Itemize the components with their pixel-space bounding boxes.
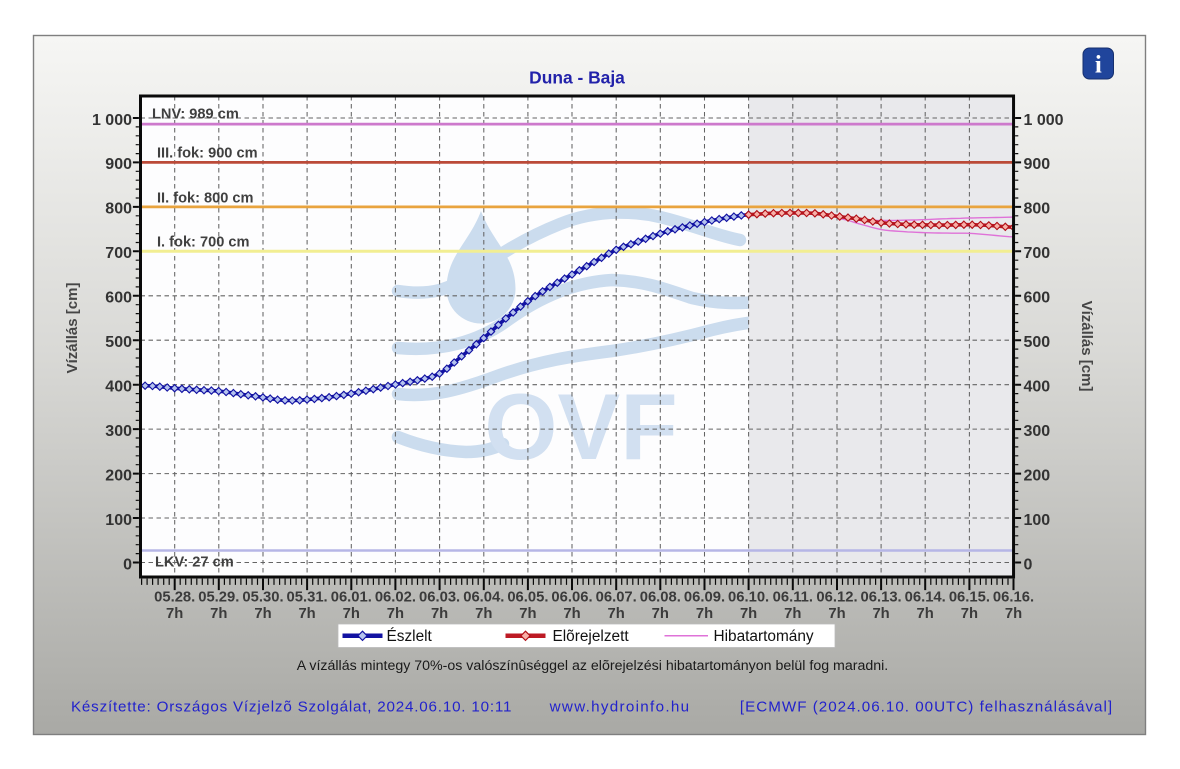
svg-text:7h: 7h <box>1005 606 1022 622</box>
svg-text:200: 200 <box>1024 467 1051 484</box>
svg-text:06.12.: 06.12. <box>816 590 857 606</box>
svg-text:7h: 7h <box>298 606 315 622</box>
svg-text:7h: 7h <box>431 606 448 622</box>
svg-text:Elõrejelzett: Elõrejelzett <box>553 628 630 645</box>
svg-text:800: 800 <box>105 201 132 218</box>
svg-text:1 000: 1 000 <box>1024 112 1064 129</box>
svg-text:700: 700 <box>1024 245 1051 262</box>
svg-text:06.14.: 06.14. <box>905 590 946 606</box>
svg-text:7h: 7h <box>166 606 183 622</box>
svg-text:300: 300 <box>105 423 132 440</box>
svg-text:7h: 7h <box>784 606 801 622</box>
svg-text:7h: 7h <box>652 606 669 622</box>
svg-text:7h: 7h <box>254 606 271 622</box>
svg-text:7h: 7h <box>563 606 580 622</box>
svg-text:Duna - Baja: Duna - Baja <box>529 68 625 88</box>
svg-text:100: 100 <box>105 512 132 529</box>
svg-text:06.11.: 06.11. <box>773 590 813 606</box>
svg-text:06.03.: 06.03. <box>419 590 460 606</box>
svg-text:500: 500 <box>105 334 132 351</box>
svg-text:05.30.: 05.30. <box>242 590 283 606</box>
svg-text:100: 100 <box>1024 512 1051 529</box>
svg-text:05.28.: 05.28. <box>154 590 195 606</box>
svg-text:LKV: 27 cm: LKV: 27 cm <box>155 555 234 571</box>
svg-text:900: 900 <box>1024 156 1051 173</box>
svg-text:I. fok: 700 cm: I. fok: 700 cm <box>157 235 249 251</box>
svg-text:7h: 7h <box>696 606 713 622</box>
svg-text:7h: 7h <box>917 606 934 622</box>
svg-text:600: 600 <box>1024 290 1051 307</box>
svg-text:Vízállás [cm]: Vízállás [cm] <box>64 283 81 374</box>
svg-text:06.02.: 06.02. <box>375 590 416 606</box>
svg-text:400: 400 <box>1024 379 1051 396</box>
svg-text:06.09.: 06.09. <box>684 590 725 606</box>
svg-text:i: i <box>1095 52 1102 79</box>
svg-text:7h: 7h <box>608 606 625 622</box>
svg-text:LNV: 989 cm: LNV: 989 cm <box>152 107 239 123</box>
svg-text:06.04.: 06.04. <box>463 590 504 606</box>
svg-text:7h: 7h <box>343 606 360 622</box>
svg-text:7h: 7h <box>872 606 889 622</box>
svg-text:05.31.: 05.31. <box>287 590 328 606</box>
svg-text:7h: 7h <box>519 606 536 622</box>
svg-text:06.08.: 06.08. <box>640 590 681 606</box>
svg-text:06.15.: 06.15. <box>949 590 990 606</box>
svg-text:www.hydroinfo.hu: www.hydroinfo.hu <box>549 699 691 716</box>
svg-text:OVF: OVF <box>484 374 677 479</box>
svg-text:Vízállás [cm]: Vízállás [cm] <box>1078 301 1095 392</box>
svg-text:0: 0 <box>123 556 132 573</box>
svg-text:7h: 7h <box>387 606 404 622</box>
svg-text:600: 600 <box>105 290 132 307</box>
svg-text:7h: 7h <box>210 606 227 622</box>
svg-text:06.10.: 06.10. <box>728 590 769 606</box>
svg-text:7h: 7h <box>828 606 845 622</box>
svg-text:Észlelt: Észlelt <box>387 628 433 645</box>
svg-text:0: 0 <box>1024 556 1033 573</box>
svg-text:A vízállás mintegy 70%-os való: A vízállás mintegy 70%-os valószínûségge… <box>297 658 888 674</box>
svg-text:06.07.: 06.07. <box>596 590 637 606</box>
svg-text:400: 400 <box>105 379 132 396</box>
svg-text:06.06.: 06.06. <box>551 590 592 606</box>
svg-text:900: 900 <box>105 156 132 173</box>
svg-text:500: 500 <box>1024 334 1051 351</box>
svg-text:7h: 7h <box>740 606 757 622</box>
svg-text:7h: 7h <box>475 606 492 622</box>
svg-text:700: 700 <box>105 245 132 262</box>
svg-text:[ECMWF (2024.06.10. 00UTC) fel: [ECMWF (2024.06.10. 00UTC) felhasználásá… <box>740 699 1113 716</box>
svg-text:200: 200 <box>105 467 132 484</box>
svg-text:05.29.: 05.29. <box>198 590 239 606</box>
svg-text:Hibatartomány: Hibatartomány <box>714 628 814 645</box>
svg-text:III. fok: 900 cm: III. fok: 900 cm <box>157 146 258 162</box>
svg-text:II. fok: 800 cm: II. fok: 800 cm <box>157 191 254 207</box>
svg-text:300: 300 <box>1024 423 1051 440</box>
svg-text:Készítette: Országos Vízjelzõ: Készítette: Országos Vízjelzõ Szolgálat,… <box>71 699 512 716</box>
svg-text:800: 800 <box>1024 201 1051 218</box>
svg-text:06.05.: 06.05. <box>507 590 548 606</box>
svg-text:06.16.: 06.16. <box>993 590 1034 606</box>
svg-text:1 000: 1 000 <box>92 112 132 129</box>
svg-text:7h: 7h <box>961 606 978 622</box>
svg-text:06.01.: 06.01. <box>331 590 372 606</box>
svg-text:06.13.: 06.13. <box>861 590 902 606</box>
